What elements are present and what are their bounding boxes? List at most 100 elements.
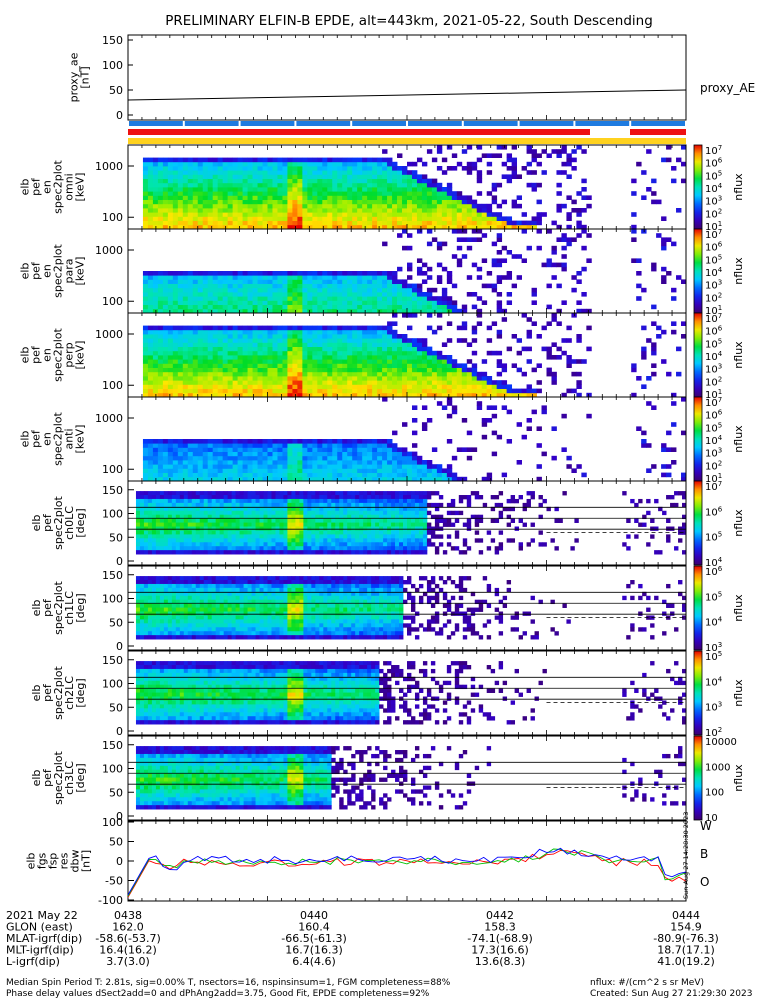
spec-panel-1-cell: [397, 166, 403, 171]
spec-panel-2-cell: [317, 292, 323, 297]
spec-panel-3-cell: [157, 388, 164, 394]
spec-panel-1-cell: [192, 199, 199, 205]
spec-panel-4-cell: [247, 447, 253, 452]
spec-panel-4-ylabel-line: en: [41, 432, 54, 446]
pa-panel-1-cell: [207, 546, 213, 551]
spec-panel-3-cell: [212, 367, 219, 373]
spec-panel-3-cell: [292, 359, 298, 364]
spec-panel-3-cell: [357, 384, 363, 389]
spec-panel-1-cell: [327, 166, 333, 171]
pa-panel-1-cell: [239, 495, 244, 500]
spec-panel-3-cell: [496, 329, 503, 335]
spec-panel-1-cell: [142, 170, 149, 175]
spec-panel-3-cell: [177, 342, 184, 347]
pa-panel-1-cell: [239, 506, 244, 512]
spec-panel-4-cell: [242, 443, 248, 448]
spec-panel-2-cell: [297, 287, 303, 293]
spec-panel-1-cell: [212, 216, 219, 221]
spec-panel-1-cell: [232, 203, 239, 209]
spec-panel-3-cell: [576, 392, 582, 398]
spec-panel-4-cell: [367, 455, 373, 461]
spec-panel-3-cell: [426, 371, 433, 377]
spec-panel-1-cell: [187, 174, 194, 179]
spec-panel-3-cell: [446, 392, 453, 398]
spec-panel-2-cell: [192, 292, 199, 297]
spec-panel-4-cell: [327, 476, 333, 482]
spec-panel-3-cell: [372, 388, 378, 394]
spec-panel-3-cell: [377, 342, 383, 347]
spec-panel-3-cell: [182, 371, 189, 377]
pa-panel-1-cell: [227, 542, 233, 547]
spec-panel-1-cell: [152, 195, 159, 200]
spec-panel-4-cell: [202, 439, 209, 444]
spec-panel-2-cell: [471, 262, 478, 268]
pa-panel-1-cell: [171, 514, 177, 520]
spec-panel-1-cell: [272, 212, 278, 217]
spec-panel-3-cell: [142, 363, 149, 368]
pa-panel-1-cell: [263, 550, 268, 555]
spec-panel-4-cell: [342, 447, 348, 452]
spec-panel-1-cell: [232, 161, 239, 167]
spec-panel-1-cell: [661, 216, 667, 221]
pa-panel-1-cell: [159, 538, 165, 543]
pa-panel-1-cell: [187, 542, 193, 547]
pa-panel-1-cell: [143, 502, 149, 508]
spec-panel-3-cell: [212, 388, 219, 394]
spec-panel-3-cell: [227, 338, 234, 343]
spec-panel-1-cell: [257, 208, 263, 213]
spec-panel-4-cell: [322, 468, 328, 473]
spec-panel-1-cell: [387, 191, 393, 196]
spec-panel-3-cell: [416, 376, 423, 381]
spec-panel-1-cell: [257, 212, 263, 217]
spec-panel-1-cell: [227, 178, 234, 184]
spec-panel-1-cell: [352, 212, 358, 217]
spec-panel-2-cell: [172, 279, 179, 284]
spec-panel-2-cell: [322, 308, 328, 314]
spec-panel-3-cell: [212, 346, 219, 352]
pa-panel-1-cell: [203, 522, 209, 527]
spec-panel-1-cell: [282, 195, 288, 200]
spec-panel-3-cell: [227, 371, 234, 377]
pa-panel-1-cell: [247, 510, 252, 516]
spec-panel-3-cell: [486, 388, 493, 394]
spec-panel-3-cell: [466, 376, 473, 381]
spec-panel-1-cell: [556, 170, 562, 175]
spec-panel-1-cell: [322, 178, 328, 184]
spec-panel-3-cell: [392, 313, 398, 318]
spec-panel-1-cell: [147, 170, 154, 175]
spec-panel-4-cell: [167, 451, 174, 457]
spec-panel-3-cell: [506, 392, 513, 398]
pa-panel-1-cell: [251, 510, 256, 516]
spec-panel-4-cell: [322, 443, 328, 448]
spec-panel-2-cell: [172, 283, 179, 289]
spec-panel-1-cell: [152, 161, 159, 167]
spec-panel-1-cb-tick: 101: [705, 220, 722, 233]
spec-panel-3-cell: [367, 392, 373, 398]
spec-panel-1-cell: [576, 191, 582, 196]
spec-panel-1-cell: [182, 224, 189, 230]
spec-panel-3-cell: [456, 363, 463, 368]
pa-panel-1-cell: [195, 502, 201, 508]
spec-panel-1-cell: [357, 182, 363, 188]
spec-panel-4-cell: [466, 455, 473, 461]
spec-panel-4-cell: [436, 464, 443, 469]
spec-panel-1-cell: [491, 212, 498, 217]
spec-panel-4-cell: [407, 468, 413, 473]
spec-panel-4-cell: [222, 472, 229, 478]
spec-panel-3-cell: [436, 359, 443, 364]
spec-panel-3-cell: [212, 392, 219, 398]
spec-panel-2-cell: [416, 300, 423, 305]
spec-panel-3-cell: [142, 342, 149, 347]
spec-panel-4-ylabel-line: elb: [19, 431, 32, 448]
spec-panel-1-cell: [277, 224, 283, 230]
spec-panel-3-cb-tick: 103: [705, 363, 722, 376]
spec-panel-1-cell: [407, 182, 413, 188]
spec-panel-1-cell: [466, 203, 473, 209]
spec-panel-3-cell: [681, 334, 687, 339]
spec-panel-4-cell: [357, 464, 363, 469]
spec-panel-2-cell: [441, 241, 448, 247]
spec-panel-1-cell: [182, 170, 189, 175]
spec-panel-3-cell: [461, 376, 468, 381]
spec-panel-1-cell: [342, 178, 348, 184]
spec-panel-1-cell: [372, 224, 378, 230]
